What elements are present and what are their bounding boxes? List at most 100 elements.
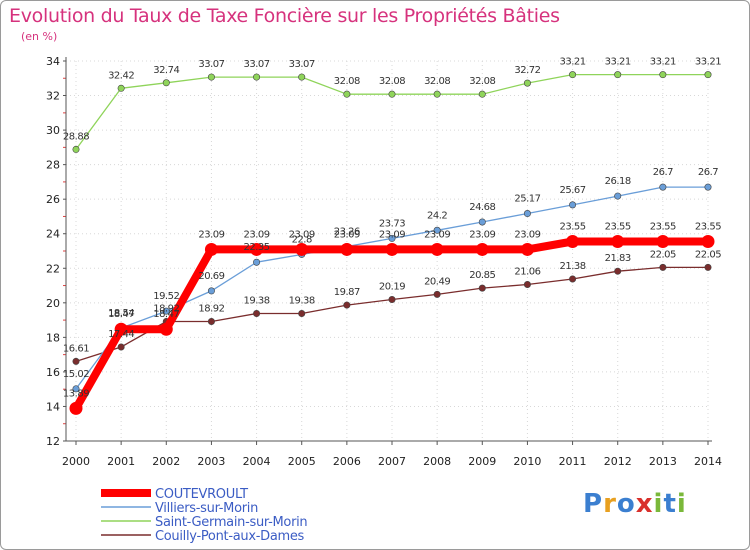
data-label: 18.47 bbox=[108, 309, 134, 320]
data-label: 24.68 bbox=[469, 202, 495, 213]
data-point-1-0 bbox=[72, 385, 80, 393]
data-point-1-9 bbox=[478, 218, 486, 226]
data-label: 32.72 bbox=[514, 65, 540, 76]
data-label: 15.02 bbox=[63, 369, 89, 380]
data-point-2-1 bbox=[117, 84, 125, 92]
x-tick-label: 2000 bbox=[62, 455, 90, 468]
data-label: 20.19 bbox=[379, 282, 405, 293]
y-tick-label: 22 bbox=[46, 262, 60, 275]
y-tick-label: 28 bbox=[46, 159, 60, 172]
data-point-2-4 bbox=[253, 73, 261, 81]
data-point-0-3 bbox=[204, 242, 218, 256]
data-label: 33.21 bbox=[605, 57, 631, 68]
data-label: 25.17 bbox=[514, 194, 540, 205]
data-label: 25.67 bbox=[560, 185, 586, 196]
x-tick-label: 2005 bbox=[288, 455, 316, 468]
data-label: 33.21 bbox=[560, 57, 586, 68]
data-label: 18.92 bbox=[153, 303, 179, 314]
data-point-1-3 bbox=[207, 287, 215, 295]
data-label: 21.83 bbox=[605, 253, 631, 264]
x-tick-label: 2014 bbox=[694, 455, 722, 468]
y-tick-label: 34 bbox=[46, 55, 60, 68]
y-tick-label: 32 bbox=[46, 90, 60, 103]
data-label: 20.49 bbox=[424, 276, 450, 287]
data-point-1-2 bbox=[162, 307, 170, 315]
data-label: 23.09 bbox=[379, 229, 405, 240]
data-label: 32.08 bbox=[424, 76, 450, 87]
data-point-2-0 bbox=[72, 145, 80, 153]
y-tick-label: 12 bbox=[46, 435, 60, 448]
data-point-0-7 bbox=[385, 242, 399, 256]
x-tick-label: 2004 bbox=[243, 455, 271, 468]
y-tick-label: 20 bbox=[46, 297, 60, 310]
logo-letter: P bbox=[583, 489, 604, 519]
data-point-2-5 bbox=[298, 73, 306, 81]
data-label: 22.05 bbox=[650, 249, 676, 260]
legend-label-2: Saint-Germain-sur-Morin bbox=[155, 515, 307, 530]
data-point-0-14 bbox=[701, 235, 715, 248]
logo-letter: t bbox=[663, 489, 677, 519]
data-point-3-6 bbox=[343, 301, 351, 309]
data-label: 22.05 bbox=[695, 249, 721, 260]
y-tick-label: 14 bbox=[46, 400, 60, 413]
data-labels: 28.88 32.42 32.74 33.07 33.07 33.07 32.08 32.08… bbox=[63, 57, 722, 400]
data-label: 23.09 bbox=[289, 229, 315, 240]
data-point-2-12 bbox=[614, 71, 622, 79]
data-label: 23.09 bbox=[514, 229, 540, 240]
chart-title: Evolution du Taux de Taxe Foncière sur l… bbox=[9, 5, 560, 27]
data-point-0-11 bbox=[566, 235, 580, 248]
series-layer bbox=[69, 71, 715, 415]
data-label: 18.92 bbox=[198, 303, 224, 314]
data-label: 33.21 bbox=[650, 57, 676, 68]
data-label: 21.38 bbox=[560, 261, 586, 272]
data-point-3-0 bbox=[72, 357, 80, 365]
data-point-0-4 bbox=[250, 242, 264, 256]
data-label: 32.08 bbox=[334, 76, 360, 87]
data-label: 23.73 bbox=[379, 218, 405, 229]
data-label: 23.26 bbox=[334, 227, 360, 238]
y-tick-label: 26 bbox=[46, 193, 60, 206]
data-point-0-6 bbox=[340, 242, 354, 256]
data-point-1-13 bbox=[659, 183, 667, 191]
logo-letter: i bbox=[653, 489, 664, 519]
legend: COUTEVROULTVilliers-sur-MorinSaint-Germa… bbox=[101, 487, 308, 544]
data-point-3-7 bbox=[388, 296, 396, 304]
logo-letter: x bbox=[635, 489, 654, 519]
data-point-1-7 bbox=[388, 234, 396, 242]
legend-label-0: COUTEVROULT bbox=[155, 487, 248, 502]
data-label: 19.52 bbox=[153, 291, 179, 302]
data-label: 23.55 bbox=[695, 222, 721, 233]
y-tick-label: 18 bbox=[46, 331, 60, 344]
proxiti-logo: Proxiti bbox=[583, 489, 687, 519]
data-point-3-10 bbox=[523, 281, 531, 289]
data-label: 24.2 bbox=[427, 210, 447, 221]
data-point-3-14 bbox=[704, 263, 712, 271]
data-point-0-8 bbox=[430, 242, 444, 256]
data-point-1-12 bbox=[614, 192, 622, 200]
x-tick-label: 2008 bbox=[423, 455, 451, 468]
data-point-2-6 bbox=[343, 90, 351, 98]
data-label: 23.55 bbox=[560, 222, 586, 233]
data-label: 19.38 bbox=[289, 296, 315, 307]
data-label: 13.89 bbox=[63, 388, 89, 399]
data-point-3-11 bbox=[569, 275, 577, 283]
data-point-0-1 bbox=[114, 322, 128, 336]
data-point-3-3 bbox=[207, 317, 215, 325]
data-point-2-9 bbox=[478, 90, 486, 98]
data-point-3-1 bbox=[117, 343, 125, 351]
y-tick-label: 24 bbox=[46, 228, 60, 241]
x-tick-labels: 2000 2001 2002 2003 2004 2005 2006 2007 2008 2009… bbox=[62, 455, 722, 468]
data-point-3-8 bbox=[433, 290, 441, 298]
data-label: 32.08 bbox=[469, 76, 495, 87]
x-tick-label: 2010 bbox=[513, 455, 541, 468]
legend-label-1: Villiers-sur-Morin bbox=[155, 501, 258, 516]
x-tick-label: 2003 bbox=[197, 455, 225, 468]
data-point-0-10 bbox=[520, 242, 534, 256]
data-label: 33.07 bbox=[289, 59, 315, 70]
data-label: 23.09 bbox=[198, 229, 224, 240]
y-tick-label: 16 bbox=[46, 366, 60, 379]
data-point-1-4 bbox=[253, 258, 261, 266]
data-label: 16.61 bbox=[63, 343, 89, 354]
x-tick-label: 2009 bbox=[468, 455, 496, 468]
